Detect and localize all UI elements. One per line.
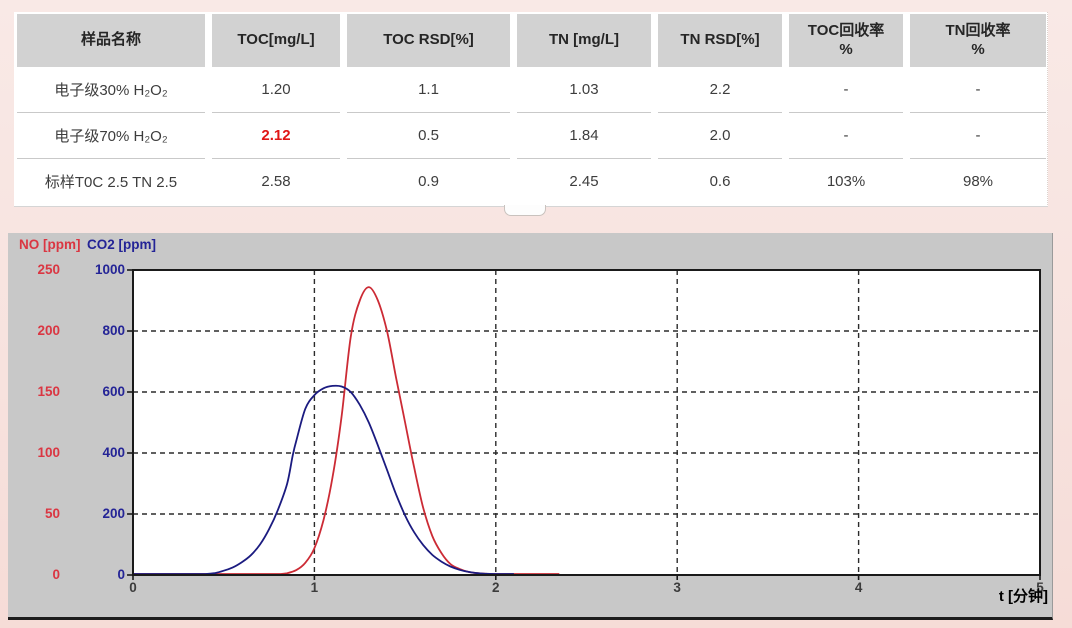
column-header: TN回收率 %: [910, 14, 1046, 67]
value-cell: 1.20: [212, 67, 340, 113]
x-tick-label: 3: [673, 580, 681, 595]
column-header: TN [mg/L]: [517, 14, 651, 67]
value-cell: 0.9: [347, 159, 510, 204]
value-cell: -: [910, 67, 1046, 113]
x-tick-label: 5: [1036, 580, 1044, 595]
value-cell: 1.1: [347, 67, 510, 113]
value-cell: 2.2: [658, 67, 782, 113]
results-table-card: 样品名称 TOC[mg/L] TOC RSD[%] TN [mg/L] TN RSD[%…: [14, 12, 1048, 216]
column-header: TOC RSD[%]: [347, 14, 510, 67]
no-tick-label: 0: [52, 567, 60, 582]
co2-tick-label: 400: [102, 445, 125, 460]
column-header: TN RSD[%]: [658, 14, 782, 67]
x-axis-title: t [分钟]: [998, 588, 1048, 605]
chart-canvas: [127, 269, 1041, 580]
co2-axis-title: CO2 [ppm]: [87, 237, 156, 252]
sample-name-cell: 电子级70% H₂O₂: [17, 113, 205, 159]
value-cell: 1.03: [517, 67, 651, 113]
co2-tick-label: 600: [102, 384, 125, 399]
value-cell: 2.58: [212, 159, 340, 204]
value-cell: -: [910, 113, 1046, 159]
co2-tick-label: 1000: [94, 262, 125, 277]
co2-tick-label: 800: [102, 323, 125, 338]
x-tick-label: 4: [854, 580, 863, 595]
column-header: TOC[mg/L]: [212, 14, 340, 67]
no-tick-label: 250: [37, 262, 60, 277]
value-cell: 103%: [789, 159, 903, 204]
value-cell: -: [789, 113, 903, 159]
value-cell: 2.45: [517, 159, 651, 204]
co2-curve: [132, 384, 514, 575]
no-tick-label: 150: [37, 384, 60, 399]
sample-name-cell: 电子级30% H₂O₂: [17, 67, 205, 113]
plot-border: [132, 269, 1041, 576]
chart-panel: NO [ppm] CO2 [ppm] 250 200 150 100 50 0 1000 80…: [8, 233, 1053, 620]
column-header: TOC回收率 %: [789, 14, 903, 67]
value-cell: 1.84: [517, 113, 651, 159]
x-tick-label: 0: [129, 580, 137, 595]
plot-area: [133, 270, 1040, 575]
table-handle[interactable]: [504, 205, 546, 216]
sample-name-cell: 标样T0C 2.5 TN 2.5: [17, 159, 205, 204]
value-cell: 2.0: [658, 113, 782, 159]
value-cell: -: [789, 67, 903, 113]
value-cell: 98%: [910, 159, 1046, 204]
value-cell: 0.5: [347, 113, 510, 159]
x-tick-label: 1: [310, 580, 319, 595]
co2-tick-label: 0: [117, 567, 125, 582]
x-tick-label: 2: [492, 580, 500, 595]
column-header: 样品名称: [17, 14, 205, 67]
no-tick-label: 200: [37, 323, 60, 338]
value-cell: 0.6: [658, 159, 782, 204]
results-table: 样品名称 TOC[mg/L] TOC RSD[%] TN [mg/L] TN RSD[%…: [17, 14, 1047, 204]
value-cell: 2.12: [212, 113, 340, 159]
no-tick-label: 100: [37, 445, 60, 460]
co2-tick-label: 200: [102, 506, 125, 521]
no-axis-title: NO [ppm]: [19, 237, 81, 252]
no-tick-label: 50: [44, 506, 60, 521]
